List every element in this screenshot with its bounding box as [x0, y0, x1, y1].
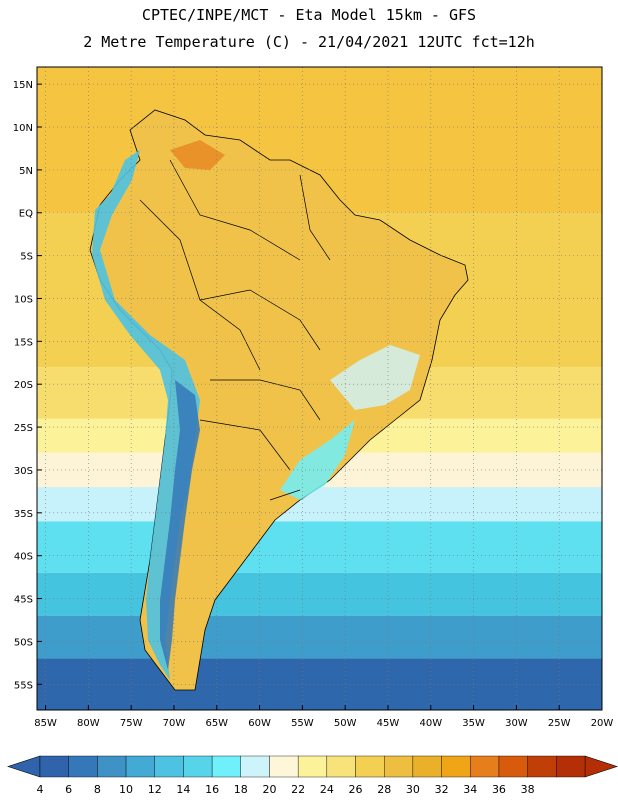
- colorbar-label: 24: [320, 783, 334, 796]
- colorbar-label: 18: [234, 783, 248, 796]
- colorbar-swatch: [39, 755, 69, 778]
- lat-tick-label: 25S: [14, 423, 33, 434]
- country-borders: [139, 159, 331, 501]
- colorbar-label: 14: [176, 783, 190, 796]
- lon-tick-label: 40W: [419, 718, 442, 729]
- colorbar-label: 6: [65, 783, 72, 796]
- lon-tick-label: 30W: [505, 718, 528, 729]
- colorbar-label: 30: [406, 783, 420, 796]
- lat-tick-label: 45S: [14, 595, 33, 606]
- colorbar-swatch: [412, 755, 442, 778]
- lon-tick-label: 50W: [334, 718, 357, 729]
- colorbar-swatch: [211, 755, 241, 778]
- colorbar-label: 32: [435, 783, 449, 796]
- colorbar-swatch: [269, 755, 299, 778]
- colorbar-label: 22: [291, 783, 305, 796]
- field-band-7: [37, 572, 602, 616]
- lat-tick-label: 50S: [14, 637, 33, 648]
- lon-tick-label: 55W: [291, 718, 314, 729]
- colorbar-swatch: [470, 755, 500, 778]
- lon-tick-label: 60W: [248, 718, 271, 729]
- colorbar-swatch: [527, 755, 557, 778]
- lon-tick-label: 85W: [34, 718, 57, 729]
- colorbar-label: 10: [119, 783, 133, 796]
- colorbar-label: 26: [349, 783, 363, 796]
- colorbar-above-arrow: [584, 755, 618, 778]
- colorbar: 4 6 8 10 12 14 16 18 20 22 24 26 28 30 32 34 36 38: [7, 755, 618, 796]
- colorbar-swatch: [384, 755, 414, 778]
- colorbar-label: 16: [205, 783, 219, 796]
- lon-tick-label: 20W: [591, 718, 614, 729]
- longitude-labels: 85W 80W 75W 70W 65W 60W 55W 50W 45W 40W 35W 30W 25W 2…: [34, 705, 613, 729]
- colorbar-label: 8: [94, 783, 101, 796]
- colorbar-swatch: [97, 755, 127, 778]
- lat-tick-label: 30S: [14, 466, 33, 477]
- lon-tick-label: 65W: [205, 718, 228, 729]
- lon-tick-label: 70W: [163, 718, 186, 729]
- colorbar-below-arrow: [7, 755, 41, 778]
- colorbar-label: 12: [148, 783, 162, 796]
- map-title: CPTEC/INPE/MCT - Eta Model 15km - GFS: [141, 6, 477, 24]
- colorbar-label: 4: [37, 783, 44, 796]
- colorbar-label: 38: [521, 783, 535, 796]
- lon-tick-label: 25W: [548, 718, 571, 729]
- colorbar-swatch: [297, 755, 328, 778]
- lat-tick-label: 10N: [13, 123, 33, 134]
- field-band-6: [37, 521, 602, 573]
- southeast-cool-patch: [280, 420, 355, 500]
- field-band-5: [37, 487, 602, 522]
- colorbar-swatch: [125, 755, 155, 778]
- lon-tick-label: 45W: [377, 718, 400, 729]
- map-border: [36, 66, 603, 711]
- colorbar-swatch: [68, 755, 98, 778]
- colorbar-swatch: [355, 755, 385, 778]
- lon-tick-label: 35W: [462, 718, 485, 729]
- lat-tick-label: 35S: [14, 509, 33, 520]
- field-band-8: [37, 615, 602, 659]
- lat-tick-label: 15N: [13, 80, 33, 91]
- andes-core: [160, 380, 200, 670]
- lon-tick-label: 80W: [77, 718, 100, 729]
- colorbar-swatch: [556, 755, 586, 778]
- colorbar-label: 20: [262, 783, 276, 796]
- colorbar-label: 34: [463, 783, 477, 796]
- colorbar-swatch: [498, 755, 528, 778]
- map-subtitle: 2 Metre Temperature (C) - 21/04/2021 12U…: [83, 33, 535, 51]
- colorbar-label: 36: [492, 783, 506, 796]
- lat-tick-label: EQ: [19, 209, 33, 220]
- colorbar-swatch: [326, 755, 356, 778]
- continent-landmass: [89, 109, 469, 691]
- colorbar-swatch: [183, 755, 213, 778]
- latitude-labels: 15N 10N 5N EQ 5S 10S 15S 20S 25S 30S 35S 40S 45S 50S 5…: [13, 80, 42, 691]
- lat-tick-label: 15S: [14, 337, 33, 348]
- colorbar-swatch: [441, 755, 471, 778]
- colorbar-label: 28: [377, 783, 391, 796]
- lat-tick-label: 55S: [14, 680, 33, 691]
- venezuela-warm-patch: [170, 140, 225, 170]
- colorbar-swatch: [240, 755, 270, 778]
- southeast-highlands-patch: [330, 345, 420, 410]
- lon-tick-label: 75W: [120, 718, 143, 729]
- lat-tick-label: 5N: [19, 166, 33, 177]
- lat-tick-label: 5S: [20, 252, 33, 263]
- lat-tick-label: 40S: [14, 552, 33, 563]
- lat-tick-label: 10S: [14, 294, 33, 305]
- colorbar-swatch: [154, 755, 184, 778]
- lat-tick-label: 20S: [14, 380, 33, 391]
